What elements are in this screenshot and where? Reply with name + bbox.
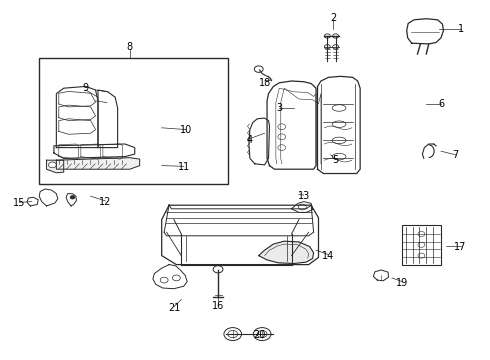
Polygon shape [56,86,98,148]
Polygon shape [81,144,100,159]
Text: 8: 8 [127,42,133,52]
Ellipse shape [332,137,346,144]
Text: 10: 10 [180,125,192,135]
Circle shape [324,45,330,49]
Circle shape [278,124,286,130]
Circle shape [257,330,267,338]
Polygon shape [59,105,96,121]
Circle shape [172,275,180,281]
Circle shape [254,66,263,72]
Text: 4: 4 [247,135,253,145]
Circle shape [278,134,286,140]
Text: 3: 3 [276,103,282,113]
Text: 15: 15 [13,198,26,208]
Text: 11: 11 [177,162,190,172]
Text: 7: 7 [453,150,459,160]
Text: 18: 18 [259,78,270,88]
Polygon shape [318,76,360,174]
Ellipse shape [332,105,346,111]
Polygon shape [59,119,96,134]
Circle shape [324,34,330,38]
Polygon shape [373,270,389,281]
Circle shape [160,277,168,283]
Text: 19: 19 [395,278,408,288]
Text: 21: 21 [168,303,180,313]
Polygon shape [267,81,316,169]
Text: 20: 20 [253,330,266,340]
Circle shape [333,45,339,49]
Polygon shape [292,202,313,212]
Circle shape [418,231,425,237]
Text: 13: 13 [297,191,310,201]
Circle shape [298,204,306,210]
Ellipse shape [332,121,346,127]
Circle shape [418,253,425,258]
Polygon shape [103,144,122,159]
Polygon shape [153,265,187,289]
Polygon shape [162,205,318,265]
Polygon shape [259,241,314,264]
Bar [39,58,228,184]
Text: 14: 14 [322,251,335,261]
Polygon shape [27,197,38,206]
Polygon shape [56,158,140,169]
Polygon shape [249,118,270,165]
Polygon shape [66,194,76,206]
Circle shape [228,330,238,338]
Ellipse shape [332,153,346,160]
Text: 6: 6 [438,99,444,109]
Polygon shape [98,90,118,148]
Polygon shape [407,19,443,44]
Text: 9: 9 [83,83,89,93]
Text: 12: 12 [99,197,112,207]
Circle shape [70,195,75,199]
Circle shape [333,34,339,38]
Circle shape [253,328,271,341]
Circle shape [278,145,286,150]
Polygon shape [47,160,64,173]
Text: 2: 2 [330,13,336,23]
Polygon shape [59,91,96,107]
Text: 17: 17 [454,242,467,252]
Circle shape [213,266,223,273]
Bar [402,225,441,265]
Polygon shape [59,144,78,159]
Circle shape [418,242,425,247]
Polygon shape [39,189,58,206]
Circle shape [224,328,242,341]
Circle shape [49,162,56,168]
Text: 1: 1 [458,24,464,34]
Text: 5: 5 [333,155,339,165]
Text: 16: 16 [212,301,224,311]
Polygon shape [54,144,135,158]
